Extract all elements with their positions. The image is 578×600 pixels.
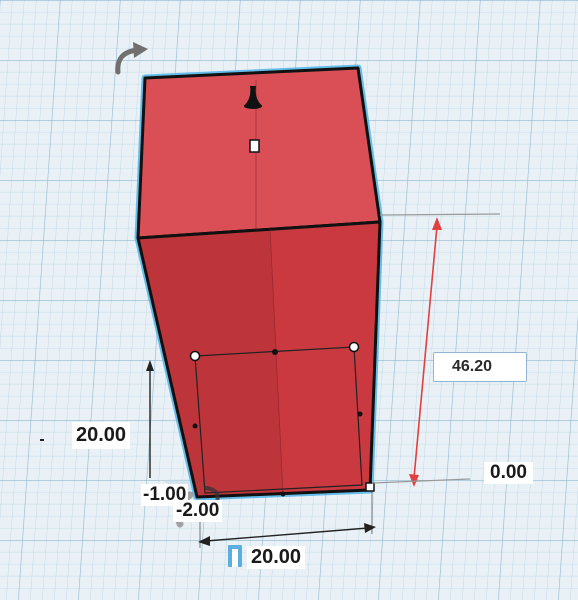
offset-label-b[interactable]: -2.00	[173, 500, 223, 522]
height-dimension-arrow	[371, 213, 501, 487]
width-label[interactable]: 20.00	[72, 422, 131, 449]
rotate-handle-icon[interactable]	[115, 42, 148, 75]
ruler-icon	[228, 545, 242, 567]
corner-handle-top-right[interactable]	[348, 341, 360, 353]
length-dimension-line	[198, 492, 376, 548]
footprint-outline	[192, 346, 363, 497]
width-dimension-line	[40, 360, 154, 478]
box-shape[interactable]	[134, 64, 384, 501]
length-label[interactable]: 20.00	[247, 546, 306, 569]
elevation-label[interactable]: 0.00	[484, 462, 533, 484]
top-scale-handle[interactable]	[249, 139, 260, 153]
corner-handle-bottom-right[interactable]	[365, 482, 375, 492]
lift-cone-icon[interactable]	[244, 86, 262, 109]
corner-handle-top-left[interactable]	[189, 350, 201, 362]
height-input[interactable]	[433, 352, 527, 382]
box-top-face[interactable]	[136, 66, 382, 240]
